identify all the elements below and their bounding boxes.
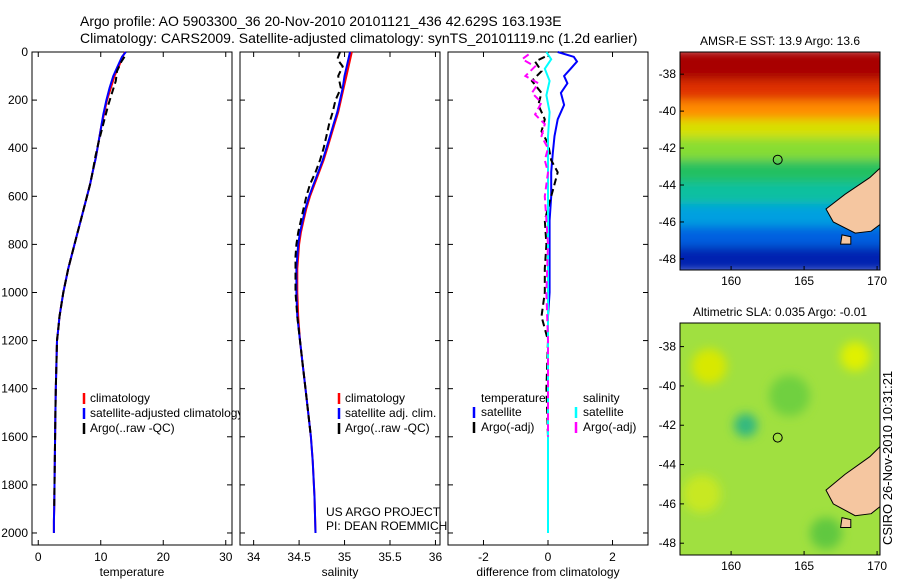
sst_map-profile-location-marker [772, 154, 783, 165]
sst_map-bands [680, 52, 880, 270]
difference-series-temperature-argo-adj- [530, 55, 559, 485]
sst_map-field [680, 52, 880, 270]
sla_map-ytick-label: -42 [659, 418, 677, 432]
sst_map-ytick-label: -38 [659, 67, 677, 81]
temperature-ytick-label: 1400 [1, 382, 28, 396]
sst_map-title: AMSR-E SST: 13.9 Argo: 13.6 [700, 34, 860, 48]
difference-series-salinity-argo-adj- [520, 53, 550, 437]
sla_map-land-stewart-island [840, 516, 852, 528]
difference-xtick-label: 2 [609, 550, 616, 564]
sst_map-ytick-label: -40 [659, 104, 677, 118]
temperature-ytick-label: 600 [8, 189, 28, 203]
side-timestamp-label: CSIRO 26-Nov-2010 10:31:21 [880, 371, 895, 545]
difference-xtick-label: 0 [545, 550, 552, 564]
sla_map-ytick-label: -46 [659, 497, 677, 511]
sla_map-anomaly-patch [769, 375, 810, 417]
salinity-xlabel: salinity [322, 565, 359, 579]
sla_map-field [680, 323, 880, 555]
temperature-axes-frame [31, 51, 233, 546]
temperature-xtick-label: 10 [94, 550, 108, 564]
temperature-ytick-label: 1800 [1, 478, 28, 492]
difference-xtick-label: -2 [478, 550, 489, 564]
difference-legend-label: satellite [583, 405, 624, 419]
sla_map-anomaly-patch [682, 475, 721, 514]
sla_map-xtick-label: 170 [867, 559, 887, 573]
sla_map-patches [682, 341, 870, 550]
temperature-profile-panel: 0 10 20 30 0 200 400 600 800 1000 1200 1400 1600 1800… [1, 45, 243, 579]
temperature-series-argo-raw-qc- [53, 56, 126, 509]
difference-legend-salinity-heading: salinity [583, 391, 620, 405]
sla_map-ytick-label: -44 [659, 458, 677, 472]
temperature-xtick-label: 20 [157, 550, 171, 564]
sla_map-xtick-label: 160 [721, 559, 741, 573]
sst-map-panel: 160 165 170 -38 -40 -42 -44 -46 -48 AMSR-E SST: 1… [659, 34, 888, 288]
difference-legend-label: Argo(-adj) [481, 420, 534, 434]
temperature-ytick-label: 1200 [1, 334, 28, 348]
temperature-ytick-label: 0 [21, 45, 28, 59]
sla_map-anomaly-patch [809, 517, 843, 550]
sla_map-ytick-label: -40 [659, 379, 677, 393]
temperature-ytick-label: 2000 [1, 526, 28, 540]
sst_map-land-stewart-island [840, 234, 852, 245]
sla_map-title: Altimetric SLA: 0.035 Argo: -0.01 [693, 305, 867, 319]
salinity-xtick-label: 34.5 [287, 550, 311, 564]
difference-xlabel: difference from climatology [476, 565, 619, 579]
sla-map-panel: 160 165 170 -38 -40 -42 -44 -46 -48 Altimetric SL… [659, 305, 888, 573]
temperature-ytick-label: 200 [8, 93, 28, 107]
sst_map-land-south-island [825, 167, 880, 234]
salinity-xtick-label: 35 [338, 550, 352, 564]
sst_map-xtick-label: 165 [794, 274, 814, 288]
temperature-legend-label: climatology [90, 391, 150, 405]
sla_map-anomaly-patch [691, 348, 727, 384]
salinity-project-annotation: PI: DEAN ROEMMICH [326, 519, 447, 533]
sst_map-ytick-label: -44 [659, 178, 677, 192]
sst_map-xtick-label: 170 [867, 274, 887, 288]
difference-legend-label: satellite [481, 405, 522, 419]
sla_map-anomaly-patch [840, 341, 870, 372]
temperature-ytick-label: 400 [8, 141, 28, 155]
sla_map-xtick-label: 165 [794, 559, 814, 573]
sst_map-ytick-label: -46 [659, 215, 677, 229]
sla_map-axes-frame [679, 322, 881, 556]
sst_map-xtick-label: 160 [721, 274, 741, 288]
salinity-legend-label: Argo(..raw -QC) [345, 421, 430, 435]
salinity-xtick-label: 36 [429, 550, 443, 564]
sst_map-ytick-label: -48 [659, 252, 677, 266]
sst_map-color-band [680, 246, 880, 270]
header-line2: Climatology: CARS2009. Satellite-adjuste… [80, 30, 637, 46]
sla_map-anomaly-patch [734, 413, 758, 437]
salinity-series-argo-raw-qc- [294, 51, 344, 437]
salinity-project-annotation: US ARGO PROJECT [326, 505, 441, 519]
temperature-xtick-label: 30 [219, 550, 233, 564]
temperature-xtick-label: 0 [35, 550, 42, 564]
salinity-profile-panel: 34 34.5 35 35.5 36 salinity climatologysatelli… [239, 51, 447, 579]
salinity-legend-label: climatology [345, 391, 405, 405]
sla_map-ytick-label: -48 [659, 536, 677, 550]
header-line1: Argo profile: AO 5903300_36 20-Nov-2010 … [80, 13, 562, 29]
sla_map-ytick-label: -38 [659, 340, 677, 354]
sst_map-axes-frame [679, 51, 881, 271]
temperature-xlabel: temperature [100, 565, 165, 579]
difference-legend-label: Argo(-adj) [583, 420, 636, 434]
sla_map-profile-location-marker [772, 432, 783, 443]
temperature-ytick-label: 800 [8, 237, 28, 251]
salinity-legend-label: satellite adj. clim. [345, 406, 436, 420]
temperature-legend-label: Argo(..raw -QC) [90, 421, 175, 435]
difference-legend-temperature-heading: temperature [481, 391, 546, 405]
temperature-ytick-label: 1000 [1, 285, 28, 299]
salinity-xtick-label: 34 [247, 550, 261, 564]
salinity-xtick-label: 35.5 [378, 550, 402, 564]
sst_map-ytick-label: -42 [659, 141, 677, 155]
salinity-axes-frame [239, 51, 441, 546]
sla_map-land-south-island [825, 445, 880, 517]
temperature-ytick-label: 1600 [1, 430, 28, 444]
temperature-legend-label: satellite-adjusted climatology [90, 406, 243, 420]
